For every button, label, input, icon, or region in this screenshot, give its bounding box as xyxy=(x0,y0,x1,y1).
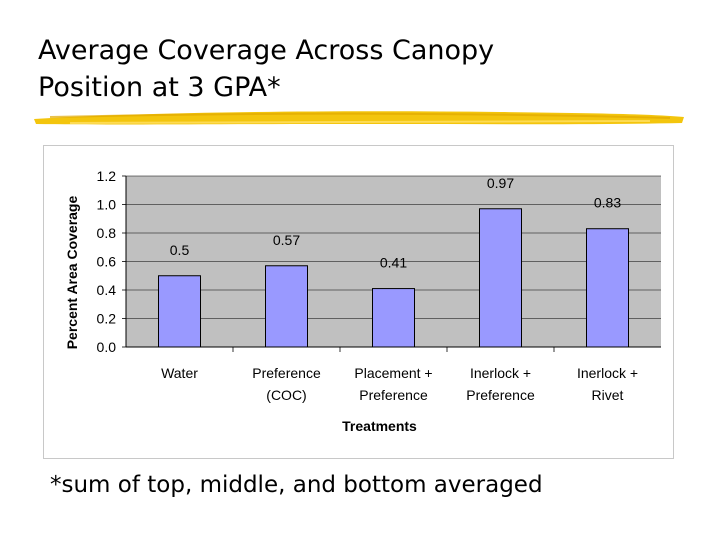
y-tick-label: 0.4 xyxy=(97,282,117,298)
x-tick-label: Inerlock + xyxy=(577,365,638,381)
data-label: 0.5 xyxy=(170,242,190,258)
x-tick-label: Preference xyxy=(466,387,535,403)
x-tick-label: Inerlock + xyxy=(470,365,531,381)
x-tick-label: (COC) xyxy=(266,387,306,403)
chart-frame: 0.0 0.2 0.4 0.6 0.8 1.0 1.2 0.5 Water 0.57 Prefere… xyxy=(43,145,674,459)
x-tick-label: Water xyxy=(161,365,198,381)
data-label: 0.83 xyxy=(594,195,621,211)
slide-title-line-2: Position at 3 GPA* xyxy=(38,72,281,103)
data-label: 0.97 xyxy=(487,175,514,191)
x-axis-title: Treatments xyxy=(342,418,417,434)
x-tick-label: Placement + xyxy=(354,365,432,381)
slide-title: Average Coverage Across Canopy Position … xyxy=(38,32,678,106)
y-tick-label: 1.0 xyxy=(97,197,117,213)
slide-title-line-1: Average Coverage Across Canopy xyxy=(38,35,495,66)
bar xyxy=(265,265,308,348)
x-tick-label: Rivet xyxy=(592,387,624,403)
x-tick-label: Preference xyxy=(359,387,428,403)
y-tick-label: 0.2 xyxy=(97,311,117,327)
footnote: *sum of top, middle, and bottom averaged xyxy=(50,472,543,498)
bar xyxy=(158,275,201,348)
data-label: 0.57 xyxy=(273,232,300,248)
bar-chart: 0.0 0.2 0.4 0.6 0.8 1.0 1.2 0.5 Water 0.57 Prefere… xyxy=(64,168,661,434)
bar xyxy=(372,288,415,348)
y-tick-label: 0.6 xyxy=(97,254,117,270)
y-tick-label: 1.2 xyxy=(97,168,117,184)
title-underline-swoosh xyxy=(34,111,684,125)
y-tick-label: 0.0 xyxy=(97,339,117,355)
y-axis-title: Percent Area Coverage xyxy=(64,196,80,350)
data-label: 0.41 xyxy=(380,255,407,271)
x-tick-label: Preference xyxy=(252,365,321,381)
bar xyxy=(586,228,629,348)
y-tick-label: 0.8 xyxy=(97,225,117,241)
bar xyxy=(479,208,522,348)
